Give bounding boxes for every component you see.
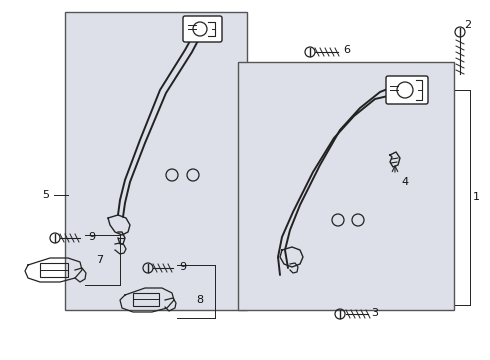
Text: 5: 5 [43, 190, 49, 200]
Text: 3: 3 [371, 308, 378, 318]
Text: 4: 4 [401, 177, 409, 187]
Text: 8: 8 [196, 295, 203, 305]
Text: 2: 2 [465, 20, 471, 30]
Bar [238, 62, 454, 310]
Text: 9: 9 [88, 232, 96, 242]
Text: 7: 7 [97, 255, 103, 265]
Bar [133, 293, 159, 306]
FancyBboxPatch shape [386, 76, 428, 104]
Bar [65, 12, 247, 310]
Text: 9: 9 [179, 262, 187, 272]
Text: 6: 6 [343, 45, 350, 55]
Bar [40, 263, 68, 277]
FancyBboxPatch shape [183, 16, 222, 42]
Text: 1: 1 [472, 192, 480, 202]
